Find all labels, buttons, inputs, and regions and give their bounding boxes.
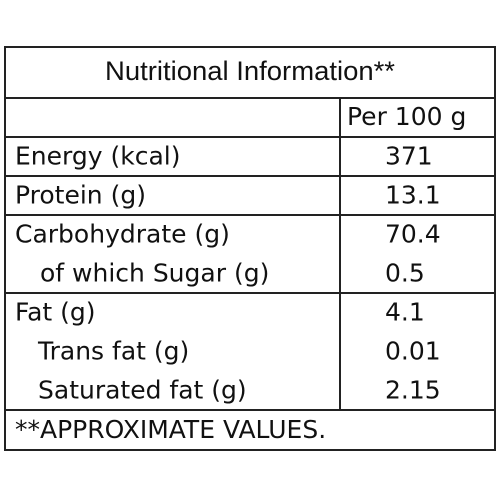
row-label: Trans fat (g) [37,337,189,366]
footnote: **APPROXIMATE VALUES. [15,415,326,444]
row-label: Protein (g) [15,181,146,210]
row-label: Carbohydrate (g) [15,220,230,249]
table-border [4,46,496,451]
row-label: Fat (g) [15,298,96,327]
row-label: of which Sugar (g) [40,259,269,288]
row-value: 0.5 [385,259,425,288]
row-label: Saturated fat (g) [38,376,247,405]
table-title: Nutritional Information** [105,56,395,86]
row-value: 4.1 [385,298,425,327]
row-value: 0.01 [385,337,441,366]
row-value: 371 [385,142,433,171]
row-value: 2.15 [385,376,441,405]
row-value: 13.1 [385,181,441,210]
column-header: Per 100 g [347,102,466,131]
row-label: Energy (kcal) [15,142,180,171]
row-value: 70.4 [385,220,441,249]
